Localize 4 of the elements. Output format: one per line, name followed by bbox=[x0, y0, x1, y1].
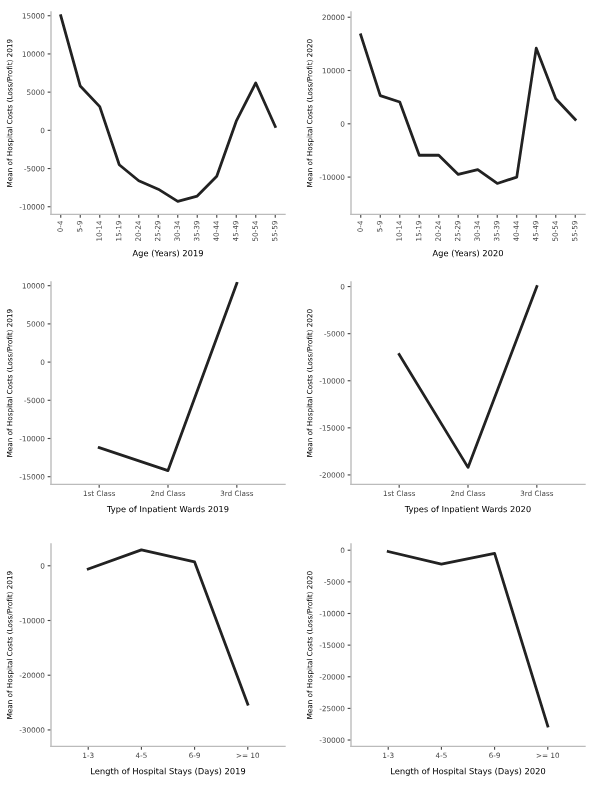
line-series bbox=[86, 548, 250, 706]
line-series bbox=[59, 14, 277, 203]
line-series bbox=[359, 33, 577, 185]
line-series bbox=[386, 550, 550, 728]
